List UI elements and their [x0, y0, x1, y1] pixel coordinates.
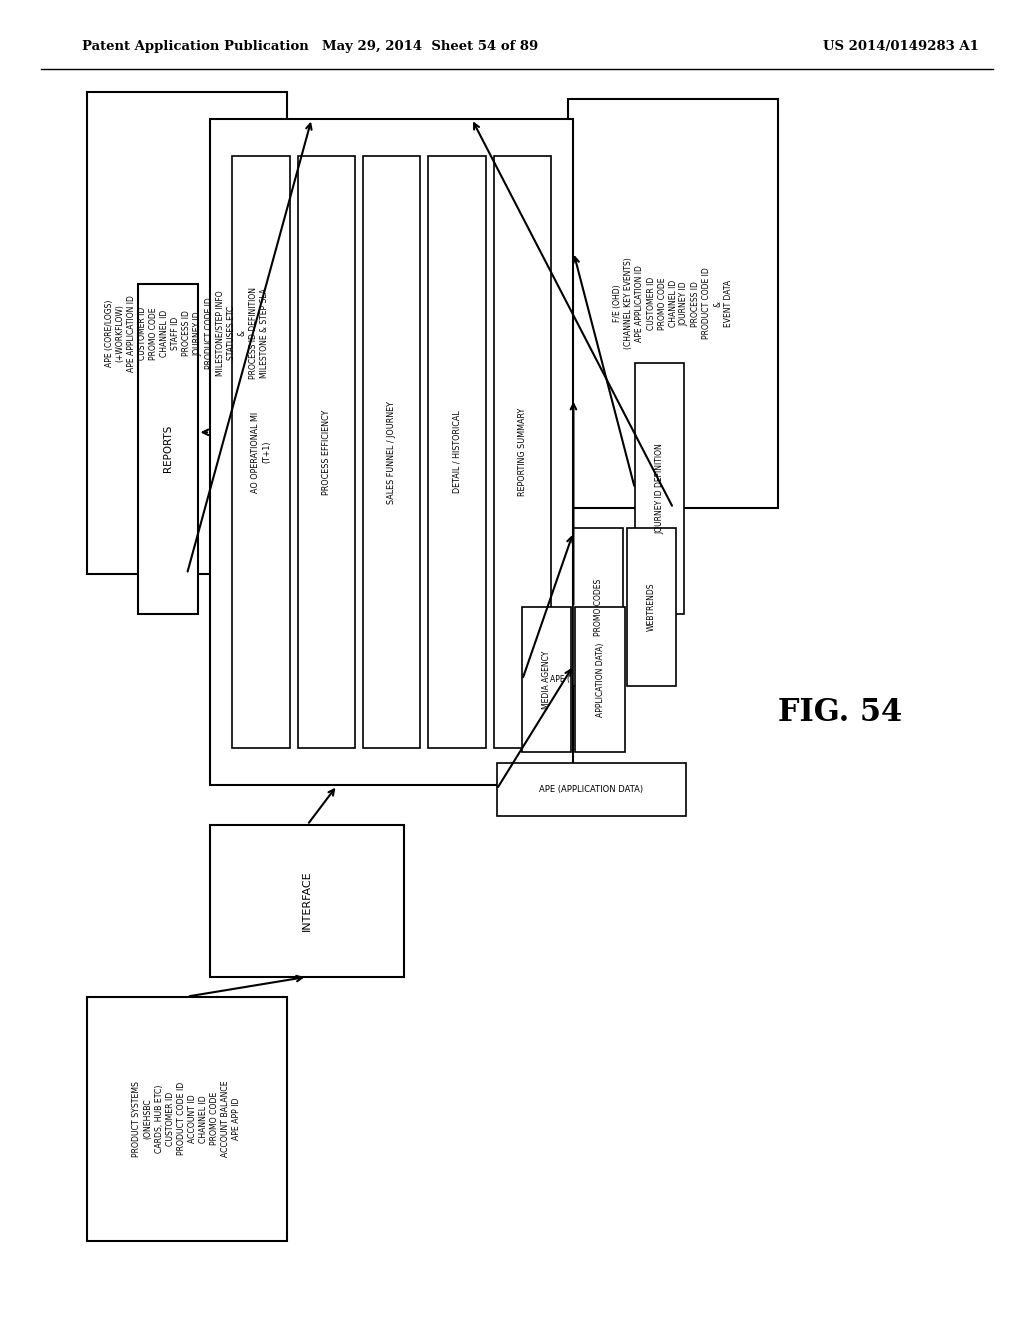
FancyBboxPatch shape [298, 156, 355, 748]
Text: F/E (OHD)
(CHANNEL KEY EVENTS)
APE APPLICATION ID
CUSTOMER ID
PROMO CODE
CHANNEL: F/E (OHD) (CHANNEL KEY EVENTS) APE APPLI… [613, 257, 733, 350]
Text: May 29, 2014  Sheet 54 of 89: May 29, 2014 Sheet 54 of 89 [322, 40, 539, 53]
FancyBboxPatch shape [497, 763, 686, 816]
Text: PRODUCT SYSTEMS
(ONEHSBC
CARDS, HUB ETC)
CUSTOMER ID
PRODUCT CODE ID
ACCOUNT ID
: PRODUCT SYSTEMS (ONEHSBC CARDS, HUB ETC)… [132, 1080, 242, 1158]
FancyBboxPatch shape [232, 156, 290, 748]
FancyBboxPatch shape [522, 607, 571, 752]
Text: REPORTS: REPORTS [163, 425, 173, 473]
Text: APE (APPLICATION DATA): APE (APPLICATION DATA) [540, 785, 643, 793]
Text: MEDIA AGENCY: MEDIA AGENCY [543, 651, 551, 709]
FancyBboxPatch shape [364, 156, 420, 748]
FancyBboxPatch shape [428, 156, 485, 748]
FancyBboxPatch shape [627, 528, 676, 686]
Text: APE (CORE/LOGS)
(+WORKFLOW)
APE APPLICATION ID
CUSTOMER ID
PROMO CODE
CHANNEL ID: APE (CORE/LOGS) (+WORKFLOW) APE APPLICAT… [104, 288, 269, 379]
Text: Patent Application Publication: Patent Application Publication [82, 40, 308, 53]
Text: INTERFACE: INTERFACE [302, 871, 312, 931]
Text: FIG. 54: FIG. 54 [777, 697, 902, 729]
Text: JOURNEY ID DEFINITION: JOURNEY ID DEFINITION [655, 444, 664, 533]
Text: DETAIL / HISTORICAL: DETAIL / HISTORICAL [453, 411, 462, 494]
FancyBboxPatch shape [210, 825, 404, 977]
FancyBboxPatch shape [87, 997, 287, 1241]
Text: PROMO CODES: PROMO CODES [594, 578, 602, 636]
Text: WEBTRENDS: WEBTRENDS [647, 583, 655, 631]
Text: AO OPERATIONAL MI
(T+1): AO OPERATIONAL MI (T+1) [251, 412, 271, 492]
FancyBboxPatch shape [210, 119, 573, 785]
FancyBboxPatch shape [138, 284, 198, 614]
Text: APPLICATION DATA): APPLICATION DATA) [596, 643, 604, 717]
Text: SALES FUNNEL / JOURNEY: SALES FUNNEL / JOURNEY [387, 401, 396, 503]
FancyBboxPatch shape [568, 99, 778, 508]
Text: PROCESS EFFICIENCY: PROCESS EFFICIENCY [322, 409, 331, 495]
Text: REPORTING SUMMARY: REPORTING SUMMARY [518, 408, 526, 496]
FancyBboxPatch shape [575, 607, 625, 752]
FancyBboxPatch shape [573, 528, 623, 686]
FancyBboxPatch shape [635, 363, 684, 614]
Text: US 2014/0149283 A1: US 2014/0149283 A1 [823, 40, 979, 53]
FancyBboxPatch shape [494, 156, 551, 748]
FancyBboxPatch shape [87, 92, 287, 574]
Text: APE (: APE ( [550, 676, 570, 684]
